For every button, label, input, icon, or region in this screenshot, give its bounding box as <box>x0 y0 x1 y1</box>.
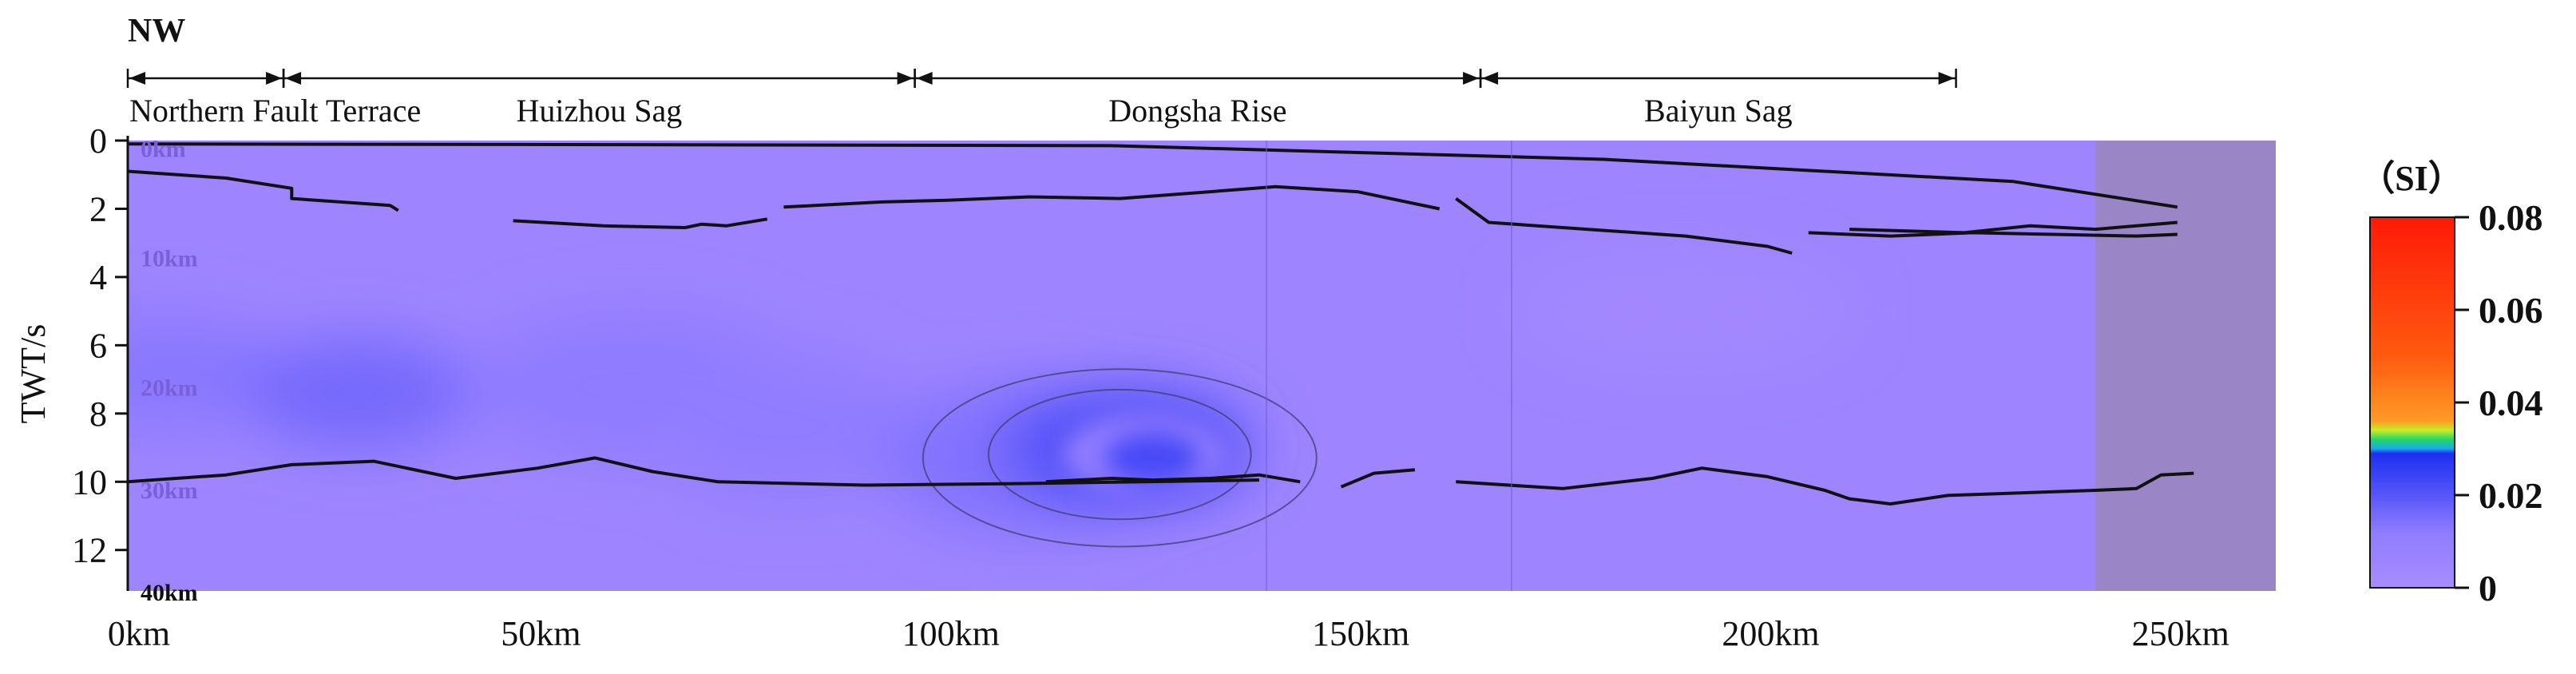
y-tick-label: 4 <box>89 258 107 297</box>
zone-arrow-head <box>897 72 913 85</box>
colorbar-ticks: 0 0.02 0.04 0.06 0.08 <box>2455 197 2543 609</box>
zone-arrow-head <box>266 72 283 85</box>
contour-line <box>988 388 1252 521</box>
zone-label: Baiyun Sag <box>1644 93 1793 129</box>
zone-arrow-head <box>1938 72 1955 85</box>
colorbar-tick-label: 0.04 <box>2479 383 2543 423</box>
y-tick-label: 0 <box>89 121 107 161</box>
y-tick-label: 8 <box>89 394 107 434</box>
horizon-line <box>128 142 2178 209</box>
horizon-line <box>1152 473 1301 484</box>
anomaly-blob <box>1521 260 1850 363</box>
horizon-line <box>128 456 1259 487</box>
depth-label: 30km <box>141 478 198 504</box>
anomaly-blob <box>242 338 473 448</box>
tectonic-zone-brackets: Northern Fault Terrace Huizhou Sag Dongsha… <box>126 69 1957 129</box>
y-tick-label: 6 <box>89 326 107 365</box>
corner-label: NW <box>128 13 185 50</box>
horizon-line <box>1849 220 2178 235</box>
x-tick-label: 100km <box>902 614 1000 653</box>
horizon-line <box>1455 196 1793 255</box>
y-tick-label: 2 <box>89 189 107 228</box>
susceptibility-hot-core <box>1062 413 1227 496</box>
zone-arrow-head <box>916 72 933 85</box>
zone-arrow-head <box>1463 72 1480 85</box>
horizon-line <box>128 169 399 212</box>
zone-arrow-head <box>285 72 302 85</box>
contour-line <box>921 368 1318 548</box>
y-axis-label: TWT/s <box>14 324 53 424</box>
horizon-line <box>1808 231 2178 238</box>
x-tick-label: 50km <box>501 614 581 653</box>
plot-area <box>128 141 2276 591</box>
horizon-line <box>1340 468 1416 489</box>
depth-label: 10km <box>141 245 198 272</box>
colorbar-tick-label: 0.02 <box>2479 475 2543 516</box>
zone-arrow-head <box>129 72 145 85</box>
y-tick-label: 12 <box>72 531 107 570</box>
depth-labels: 0km 10km 20km 30km 40km <box>141 137 198 606</box>
susceptibility-anomalies <box>128 260 1850 533</box>
colorbar-title: （SI） <box>2360 159 2463 198</box>
colorbar-tick-label: 0.06 <box>2479 290 2543 331</box>
zone-label: Dongsha Rise <box>1108 93 1286 129</box>
colorbar-tick-label: 0.08 <box>2479 197 2543 238</box>
depth-label: 0km <box>141 137 186 163</box>
anomaly-blob <box>652 351 915 502</box>
x-tick-label: 250km <box>2132 614 2229 653</box>
horizon-line <box>1456 466 2194 506</box>
y-tick-label: 10 <box>72 462 107 502</box>
colorbar <box>2369 216 2455 589</box>
y-axis-ticks: 0 2 4 6 8 10 12 <box>72 121 128 570</box>
anomaly-contours <box>921 368 1318 548</box>
horizon-line <box>513 217 768 229</box>
x-axis-ticks: 0km 50km 100km 150km 200km 250km <box>108 614 2229 653</box>
anomaly-blob <box>1103 430 1202 486</box>
zone-label: Northern Fault Terrace <box>129 93 421 129</box>
horizon-line <box>1045 477 1153 484</box>
depth-label: 40km <box>141 580 198 606</box>
depth-label: 20km <box>141 375 198 402</box>
horizon-line <box>783 184 1441 211</box>
x-tick-label: 0km <box>108 614 170 653</box>
x-tick-label: 200km <box>1722 614 1819 653</box>
seismic-horizons <box>128 142 2194 506</box>
zone-arrow-head <box>1482 72 1499 85</box>
shaded-region <box>2095 141 2276 591</box>
colorbar-tick-label: 0 <box>2479 568 2497 609</box>
x-tick-label: 150km <box>1312 614 1409 653</box>
zone-label: Huizhou Sag <box>516 93 682 129</box>
